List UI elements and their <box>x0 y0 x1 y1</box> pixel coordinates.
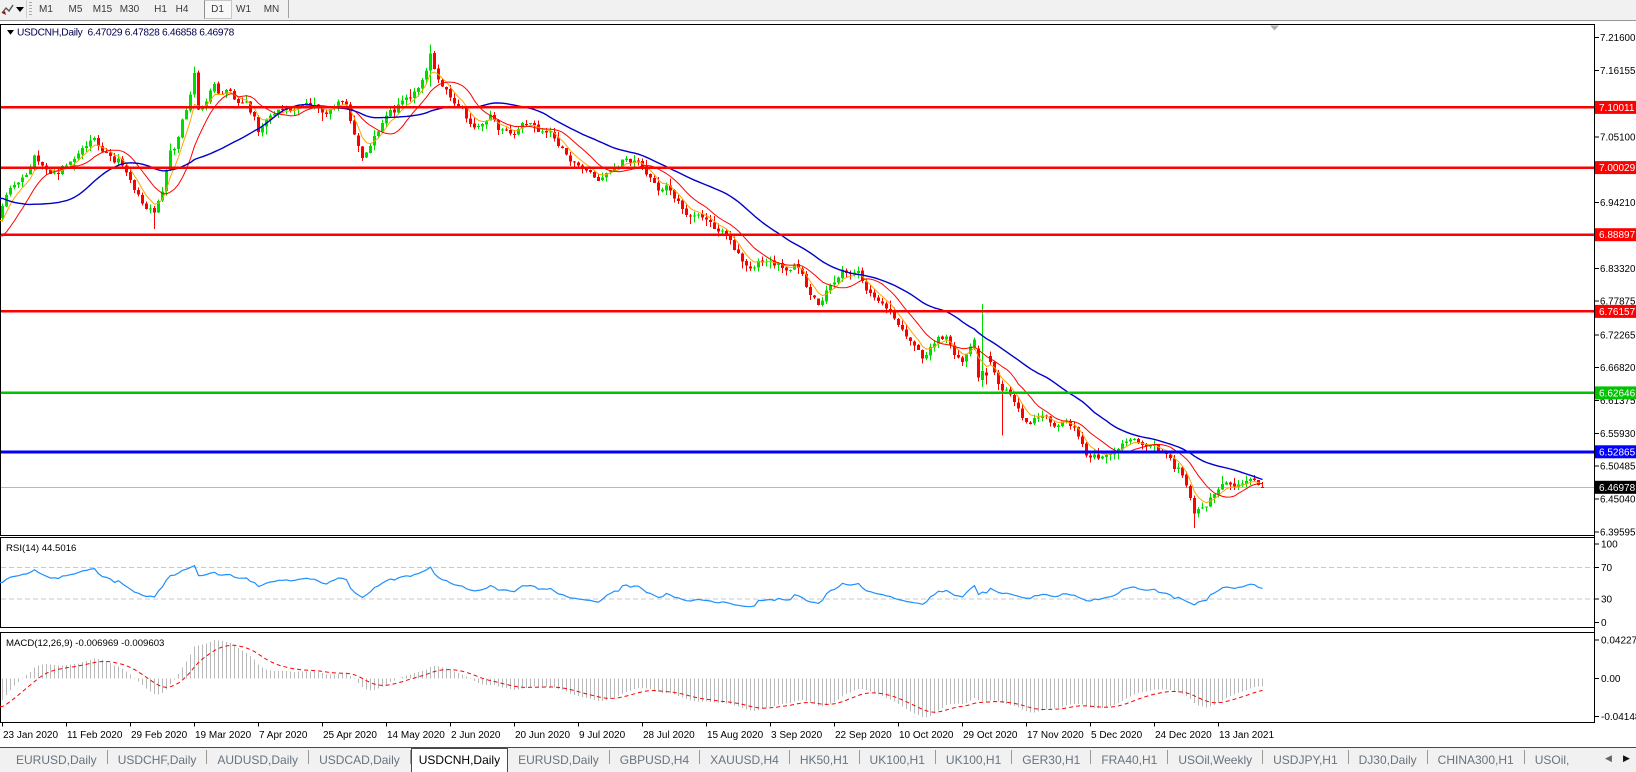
svg-text:2 Jun 2020: 2 Jun 2020 <box>451 730 501 741</box>
svg-text:11 Feb 2020: 11 Feb 2020 <box>67 730 123 741</box>
svg-text:6.46978: 6.46978 <box>1599 483 1636 494</box>
svg-text:0.00: 0.00 <box>1601 674 1621 685</box>
svg-text:RSI(14) 44.5016: RSI(14) 44.5016 <box>6 543 76 554</box>
svg-text:15 Aug 2020: 15 Aug 2020 <box>707 730 764 741</box>
svg-text:19 Mar 2020: 19 Mar 2020 <box>195 730 252 741</box>
svg-text:6.76157: 6.76157 <box>1599 307 1636 318</box>
svg-text:24 Dec 2020: 24 Dec 2020 <box>1155 730 1212 741</box>
svg-text:6.50485: 6.50485 <box>1600 462 1636 473</box>
svg-text:10 Oct 2020: 10 Oct 2020 <box>899 730 954 741</box>
svg-text:6.52865: 6.52865 <box>1599 447 1636 458</box>
svg-text:6.77875: 6.77875 <box>1600 297 1636 308</box>
svg-text:9 Jul 2020: 9 Jul 2020 <box>579 730 626 741</box>
svg-text:USDCNH,Daily 6.47029 6.47828: USDCNH,Daily 6.47029 6.47828 6.46858 6.4… <box>17 28 235 39</box>
svg-text:6.66820: 6.66820 <box>1600 363 1636 374</box>
svg-text:6.94210: 6.94210 <box>1600 198 1636 209</box>
svg-text:25 Apr 2020: 25 Apr 2020 <box>323 730 377 741</box>
svg-text:7.10011: 7.10011 <box>1599 103 1635 114</box>
svg-text:13 Jan 2021: 13 Jan 2021 <box>1219 730 1274 741</box>
svg-text:0: 0 <box>1601 618 1607 629</box>
svg-text:-0.04148: -0.04148 <box>1601 712 1636 723</box>
svg-text:7.00029: 7.00029 <box>1599 163 1636 174</box>
svg-text:6.83320: 6.83320 <box>1600 264 1636 275</box>
svg-text:7.21600: 7.21600 <box>1600 33 1636 44</box>
svg-text:14 May 2020: 14 May 2020 <box>387 730 445 741</box>
svg-text:0.042275: 0.042275 <box>1601 636 1636 647</box>
svg-text:7.05100: 7.05100 <box>1600 133 1636 144</box>
svg-text:7.16155: 7.16155 <box>1600 66 1636 77</box>
svg-text:6.62646: 6.62646 <box>1599 388 1636 399</box>
svg-text:29 Oct 2020: 29 Oct 2020 <box>963 730 1018 741</box>
svg-text:28 Jul 2020: 28 Jul 2020 <box>643 730 695 741</box>
svg-text:30: 30 <box>1601 594 1613 605</box>
svg-text:6.45040: 6.45040 <box>1600 495 1636 506</box>
svg-text:7 Apr 2020: 7 Apr 2020 <box>259 730 308 741</box>
svg-text:MACD(12,26,9) -0.006969 -0.009: MACD(12,26,9) -0.006969 -0.009603 <box>6 638 164 649</box>
svg-text:17 Nov 2020: 17 Nov 2020 <box>1027 730 1084 741</box>
svg-text:6.61375: 6.61375 <box>1600 396 1636 407</box>
svg-text:6.72265: 6.72265 <box>1600 330 1636 341</box>
svg-text:70: 70 <box>1601 563 1613 574</box>
svg-text:6.39595: 6.39595 <box>1600 527 1636 538</box>
svg-text:29 Feb 2020: 29 Feb 2020 <box>131 730 188 741</box>
svg-text:100: 100 <box>1601 540 1618 551</box>
svg-text:20 Jun 2020: 20 Jun 2020 <box>515 730 570 741</box>
svg-text:22 Sep 2020: 22 Sep 2020 <box>835 730 892 741</box>
svg-text:3 Sep 2020: 3 Sep 2020 <box>771 730 823 741</box>
svg-text:23 Jan 2020: 23 Jan 2020 <box>3 730 58 741</box>
svg-text:6.55930: 6.55930 <box>1600 429 1636 440</box>
svg-text:6.88897: 6.88897 <box>1599 230 1636 241</box>
svg-text:5 Dec 2020: 5 Dec 2020 <box>1091 730 1143 741</box>
